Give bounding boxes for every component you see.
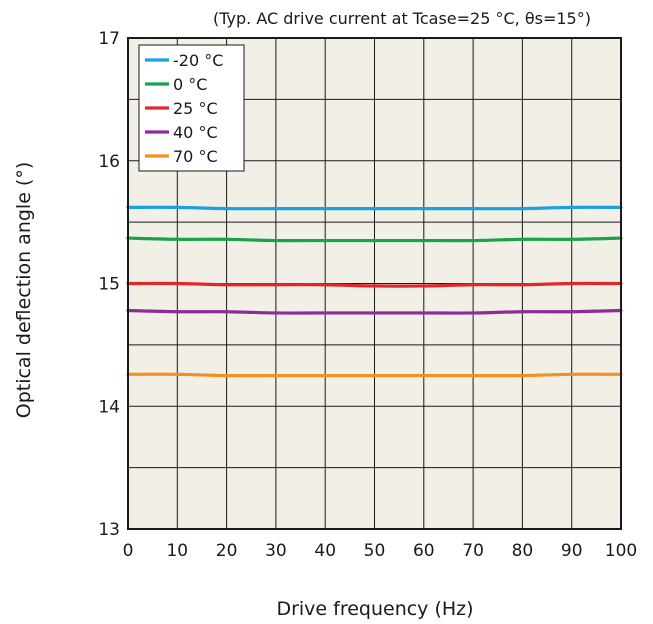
y-tick-label: 17 [98,29,120,49]
legend-label: 25 °C [173,99,218,118]
y-tick-label: 13 [98,520,120,540]
x-axis-tick-labels: 0 10 20 30 40 50 60 70 80 90 100 [123,541,638,561]
series-line [126,372,623,378]
x-tick-label: 20 [216,541,238,561]
legend-label: 0 °C [173,75,207,94]
series-line [126,308,623,315]
x-tick-label: 10 [166,541,188,561]
y-axis-tick-labels: 13 14 15 16 17 [98,29,120,540]
x-tick-label: 80 [512,541,534,561]
series-line [126,281,623,288]
y-tick-label: 15 [98,275,120,295]
series-lines [126,205,623,378]
x-tick-label: 60 [413,541,435,561]
x-tick-label: 90 [561,541,583,561]
y-tick-label: 16 [98,152,120,172]
plot-frame [127,37,622,530]
y-axis-title: Optical deflection angle (°) [13,162,35,419]
legend-label: 40 °C [173,123,218,142]
x-tick-label: 50 [364,541,386,561]
x-tick-label: 40 [314,541,336,561]
x-tick-label: 0 [123,541,134,561]
x-tick-label: 100 [605,541,637,561]
x-tick-label: 30 [265,541,287,561]
chart-note: (Typ. AC drive current at Tcase=25 °C, θ… [213,9,591,28]
series-line [126,205,623,211]
legend-label: -20 °C [173,51,223,70]
series-line [126,236,623,243]
gridlines [128,38,621,529]
x-tick-label: 70 [462,541,484,561]
y-tick-label: 14 [98,397,120,417]
legend: -20 °C 0 °C 25 °C 40 °C 70 °C [138,44,245,172]
x-axis-title: Drive frequency (Hz) [276,598,473,620]
legend-label: 70 °C [173,147,218,166]
